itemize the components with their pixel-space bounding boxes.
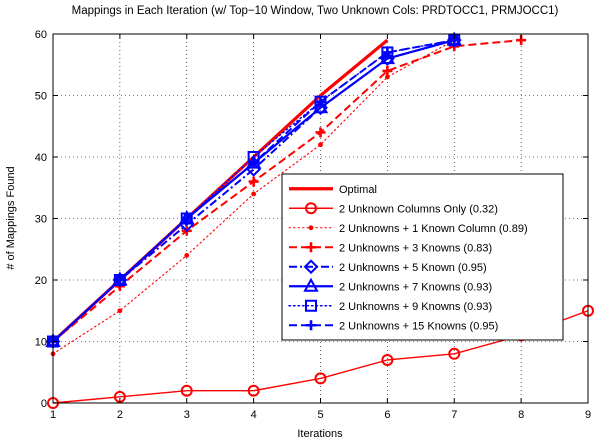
- ticks: 1 2 3 4 5 6 7 8 9 0 10 20 30 40 50 60: [35, 29, 591, 421]
- data-point: [382, 47, 393, 58]
- data-point: [181, 213, 192, 224]
- legend-label: 2 Unknowns + 15 Knowns (0.95): [339, 320, 498, 332]
- y-tick-label: 10: [35, 337, 47, 349]
- legend-swatch-marker: [306, 320, 316, 331]
- data-point: [248, 158, 259, 169]
- y-axis-title: # of Mappings Found: [5, 166, 17, 269]
- x-tick-label: 8: [518, 409, 524, 421]
- legend-entry: 2 Unknown Columns Only (0.32): [289, 202, 498, 215]
- x-tick-label: 1: [50, 409, 56, 421]
- y-tick-label: 40: [35, 152, 47, 164]
- legend-swatch-marker: [303, 277, 319, 292]
- y-tick-label: 30: [35, 214, 47, 226]
- legend-entry: 2 Unknowns + 3 Knowns (0.83): [289, 242, 492, 254]
- x-tick-label: 3: [184, 409, 190, 421]
- legend-swatch-marker: [308, 225, 314, 231]
- data-point: [381, 353, 394, 366]
- legend-entry: Optimal: [289, 184, 377, 196]
- y-tick-label: 20: [35, 275, 47, 287]
- legend-entry: 2 Unknowns + 1 Known Column (0.89): [288, 223, 528, 235]
- y-tick-label: 0: [41, 398, 47, 410]
- data-point: [251, 191, 257, 197]
- data-point: [180, 384, 193, 397]
- x-tick-label: 7: [451, 409, 457, 421]
- x-tick-label: 5: [317, 409, 323, 421]
- legend-entry: 2 Unknowns + 7 Knowns (0.93): [289, 277, 492, 293]
- legend-label: 2 Unknowns + 7 Knowns (0.93): [339, 281, 492, 293]
- data-point: [247, 384, 260, 397]
- legend-label: 2 Unknowns + 5 Known (0.95): [339, 262, 487, 274]
- data-point: [315, 127, 326, 138]
- data-point: [315, 96, 326, 107]
- y-tick-label: 50: [35, 91, 47, 103]
- legend-label: 2 Unknowns + 9 Knowns (0.93): [339, 301, 492, 313]
- data-point: [314, 372, 327, 385]
- series-line: [52, 310, 589, 404]
- series-group: [45, 31, 594, 409]
- chart-title: Mappings in Each Iteration (w/ Top−10 Wi…: [72, 5, 559, 17]
- legend-label: 2 Unknowns + 1 Known Column (0.89): [339, 223, 528, 235]
- x-tick-label: 6: [384, 409, 390, 421]
- y-tick-label: 60: [35, 29, 47, 41]
- legend-entry: 2 Unknowns + 5 Known (0.95): [289, 259, 487, 275]
- data-point: [382, 65, 393, 76]
- legend-entry: 2 Unknowns + 9 Knowns (0.93): [288, 299, 492, 313]
- x-tick-label: 2: [117, 409, 123, 421]
- data-point: [248, 176, 259, 187]
- data-point: [117, 308, 123, 314]
- legend-label: Optimal: [339, 184, 377, 196]
- data-point: [114, 275, 125, 285]
- legend-swatch-marker: [305, 299, 317, 312]
- data-point: [448, 347, 461, 360]
- data-point: [184, 253, 190, 258]
- legend-box: [281, 173, 564, 341]
- legend-swatch-marker: [305, 202, 317, 215]
- x-axis-title: Iterations: [297, 428, 343, 440]
- series-line: [52, 39, 522, 343]
- x-tick-label: 4: [251, 409, 257, 421]
- legend-label: 2 Unknown Columns Only (0.32): [339, 203, 498, 215]
- legend-swatch-marker: [303, 259, 319, 275]
- legend: Optimal 2 Unknown Columns Only (0.32) 2 Un…: [281, 173, 564, 341]
- x-tick-label: 9: [585, 409, 591, 421]
- legend-swatch-marker: [306, 242, 316, 253]
- legend-entry: 2 Unknowns + 15 Knowns (0.95): [289, 320, 498, 332]
- legend-label: 2 Unknowns + 3 Knowns (0.83): [339, 242, 492, 254]
- data-point: [318, 142, 323, 148]
